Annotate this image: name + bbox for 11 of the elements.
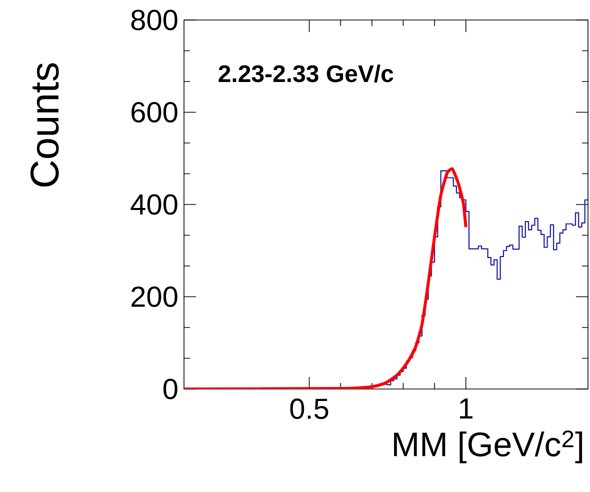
y-tick-label: 600 (132, 102, 178, 123)
y-tick-label: 200 (132, 286, 178, 308)
y-axis-title: Counts (30, 63, 59, 187)
y-tick-label: 0 (163, 378, 178, 400)
line-series (184, 167, 468, 389)
x-axis-title: MM [GeV/c$^{2}$] (394, 430, 582, 464)
y-tick-label: 800 (131, 10, 178, 30)
text: 2.23-2.33 GeV/c (218, 64, 394, 82)
x-tick-label: 0.5 (290, 398, 328, 420)
x-tick-label: 1 (460, 398, 473, 418)
y-tick-label: 400 (130, 194, 178, 215)
